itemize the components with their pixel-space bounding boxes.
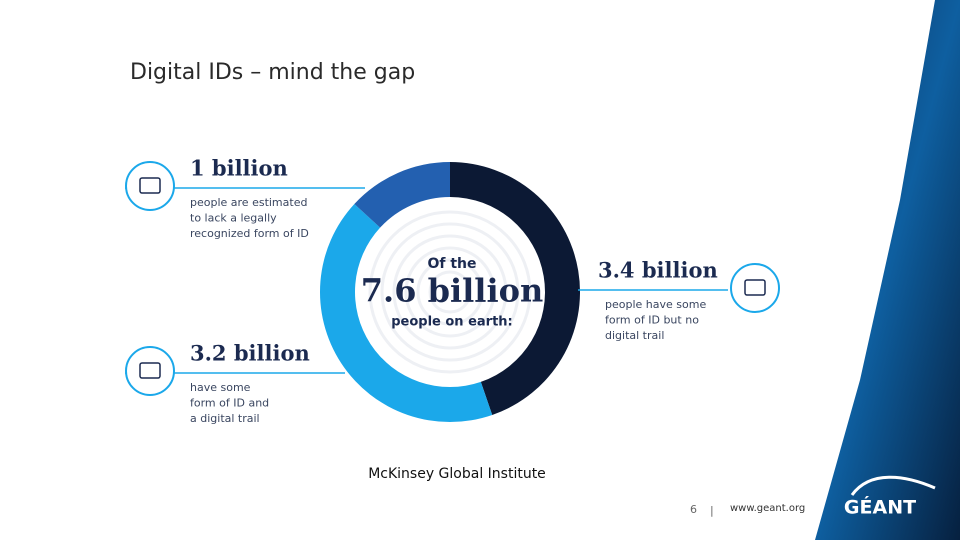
description: a digital trail (190, 412, 260, 425)
donut-segment (450, 162, 580, 415)
description: people are estimated (190, 196, 307, 209)
value-label: 3.4 billion (598, 258, 718, 283)
icon (125, 161, 175, 211)
icon-glyph (139, 362, 161, 379)
center-label: Of the (427, 256, 476, 272)
value-label: 3.2 billion (190, 341, 310, 366)
fingerprint (380, 222, 520, 362)
page-number: 6 (690, 503, 697, 516)
center-label: 7.6 billion (361, 272, 543, 310)
description: digital trail (605, 329, 664, 342)
center-label: people on earth: (391, 315, 513, 330)
fingerprint (428, 270, 472, 314)
fingerprint (404, 246, 496, 338)
url: www.geant.org (730, 503, 805, 514)
description: recognized form of ID (190, 227, 309, 240)
slide-title: Digital IDs – mind the gap (130, 60, 415, 85)
donut-segment (354, 162, 450, 228)
description: form of ID but no (605, 314, 699, 327)
description: to lack a legally (190, 212, 277, 225)
fingerprint (392, 234, 508, 350)
logo-arc (850, 475, 936, 496)
description: have some (190, 381, 251, 394)
separator: | (710, 504, 714, 517)
icon (730, 263, 780, 313)
icon-glyph (139, 177, 161, 194)
logo: GÉANT (844, 496, 916, 519)
icon (125, 346, 175, 396)
fingerprint (416, 258, 484, 326)
description: people have some (605, 298, 706, 311)
background-image (815, 0, 960, 540)
value-label: 1 billion (190, 156, 288, 181)
description: form of ID and (190, 397, 269, 410)
fingerprint (368, 210, 532, 374)
icon-glyph (744, 279, 766, 296)
donut-segment (320, 203, 493, 423)
source: McKinsey Global Institute (368, 466, 546, 482)
